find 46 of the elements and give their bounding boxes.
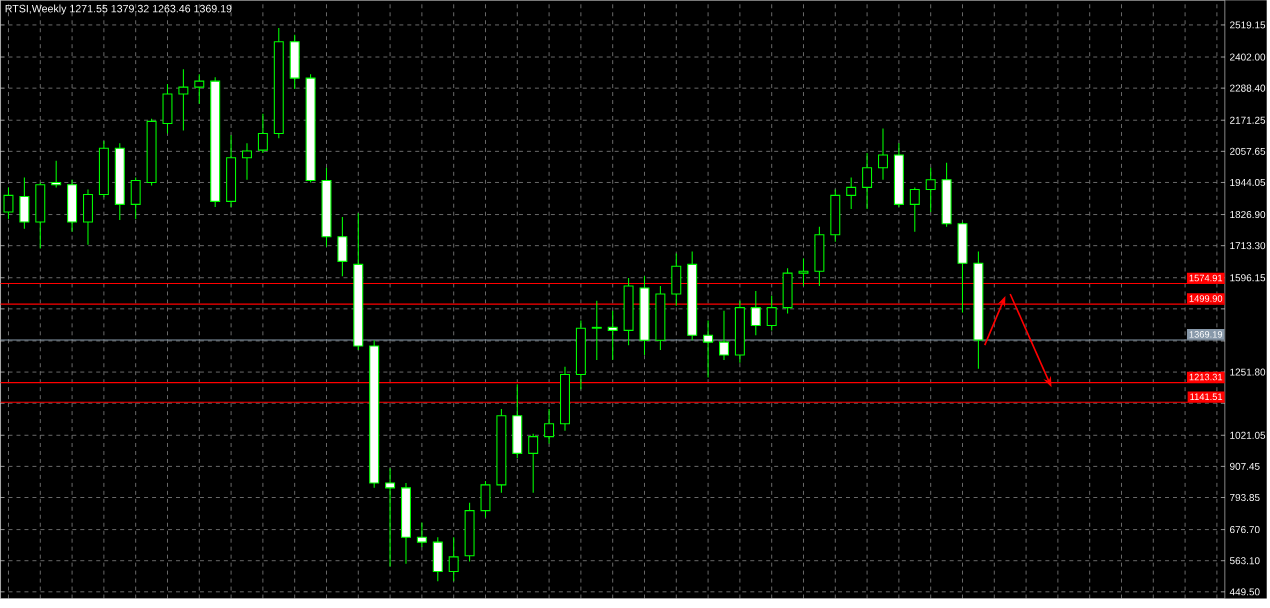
chart-title: RTSI,Weekly 1271.55 1379.32 1263.46 1369.19 <box>5 4 232 15</box>
candlestick <box>846 177 857 210</box>
y-tick-label: 1713.30 <box>1230 242 1266 250</box>
candlestick <box>385 467 396 568</box>
y-tick-label: 1021.05 <box>1230 431 1266 439</box>
y-tick-label: 2519.15 <box>1230 21 1266 29</box>
candlestick <box>719 310 729 361</box>
candlestick <box>448 536 459 582</box>
ref-line-label: 1574.91 <box>1189 274 1223 282</box>
y-tick-label: 2402.00 <box>1230 53 1266 61</box>
y-tick-label: 1944.05 <box>1230 179 1266 187</box>
y-tick-label: 2288.40 <box>1230 84 1266 92</box>
candlestick <box>703 320 714 379</box>
candlestick <box>878 128 888 181</box>
candlestick <box>766 295 777 332</box>
y-tick-label: 1826.90 <box>1230 211 1266 219</box>
candlestick <box>909 187 920 233</box>
y-tick-label: 793.85 <box>1230 494 1260 502</box>
y-tick-label: 676.70 <box>1230 526 1260 534</box>
candlestick <box>257 113 268 154</box>
ref-line-label: 1369.19 <box>1189 331 1223 338</box>
candlestick <box>528 433 539 494</box>
y-tick-label: 1251.80 <box>1230 368 1266 376</box>
candlestick <box>607 310 618 361</box>
candlestick <box>925 167 936 213</box>
y-tick-label: 2057.65 <box>1230 147 1266 156</box>
candlestick <box>862 152 873 210</box>
candlestick <box>3 187 14 220</box>
candlestick <box>798 257 809 287</box>
y-tick-label: 2171.25 <box>1230 116 1266 124</box>
candlestick <box>194 73 205 105</box>
y-tick-label: 1596.15 <box>1230 274 1266 282</box>
y-tick-label: 563.10 <box>1229 557 1260 565</box>
candlestick <box>51 160 62 189</box>
candlestick <box>416 522 427 548</box>
y-tick-label: 449.50 <box>1229 588 1260 596</box>
ref-line-label: 1141.51 <box>1190 393 1223 401</box>
candlestick <box>544 408 555 445</box>
y-tick-label: 907.45 <box>1230 463 1260 471</box>
candlestick <box>750 290 761 337</box>
ref-line-label: 1499.90 <box>1189 295 1223 303</box>
candlestick <box>591 300 602 361</box>
candlestick <box>178 68 189 132</box>
candlestick <box>242 142 252 181</box>
ref-line-label: 1213.31 <box>1189 373 1223 381</box>
candlestick <box>130 177 141 220</box>
